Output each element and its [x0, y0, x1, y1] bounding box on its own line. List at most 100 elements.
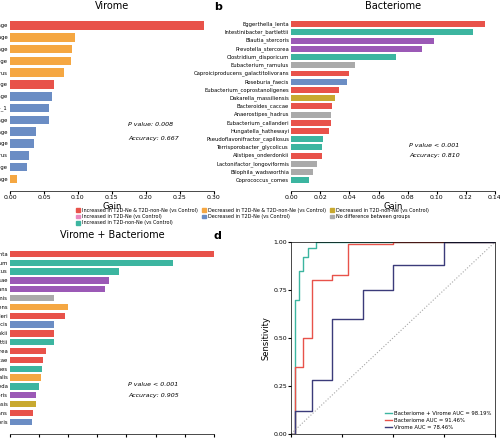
Bar: [291, 120, 331, 126]
Virome AUC = 78.46%: [390, 287, 396, 293]
Bar: [10, 374, 40, 381]
Bacteriome AUC = 91.46%: [308, 278, 314, 283]
Bar: [10, 339, 54, 346]
Virome AUC = 78.46%: [292, 408, 298, 413]
Bacteriome AUC = 91.46%: [346, 272, 352, 277]
Legend: Bacteriome + Virome AUC = 98.19%, Bacteriome AUC = 91.46%, Virome AUC = 78.46%: Bacteriome + Virome AUC = 98.19%, Bacter…: [384, 410, 492, 431]
Bar: [10, 92, 52, 101]
Bar: [10, 80, 54, 89]
Virome AUC = 78.46%: [390, 262, 396, 268]
Virome AUC = 78.46%: [360, 316, 366, 321]
Bar: [291, 71, 350, 77]
Bar: [10, 139, 34, 148]
Bar: [291, 177, 308, 183]
Line: Bacteriome AUC = 91.46%: Bacteriome AUC = 91.46%: [291, 242, 495, 434]
Bar: [10, 348, 46, 354]
Bar: [291, 62, 356, 68]
Line: Virome AUC = 78.46%: Virome AUC = 78.46%: [291, 242, 495, 434]
Bar: [291, 169, 313, 175]
Bar: [10, 251, 221, 257]
Virome AUC = 78.46%: [329, 378, 335, 383]
Line: Bacteriome + Virome AUC = 98.19%: Bacteriome + Virome AUC = 98.19%: [291, 242, 495, 434]
X-axis label: Gain: Gain: [102, 202, 122, 211]
Virome AUC = 78.46%: [441, 262, 447, 268]
Title: Virome + Bacteriome: Virome + Bacteriome: [60, 230, 164, 240]
Bar: [10, 410, 34, 416]
Virome AUC = 78.46%: [329, 316, 335, 321]
Bacteriome + Virome AUC = 98.19%: [312, 240, 318, 245]
Text: d: d: [214, 230, 222, 240]
Bar: [291, 21, 485, 27]
Virome AUC = 78.46%: [308, 408, 314, 413]
Bar: [291, 54, 396, 60]
Text: Accuracy: 0.810: Accuracy: 0.810: [410, 153, 460, 158]
Bacteriome + Virome AUC = 98.19%: [300, 255, 306, 260]
Bar: [291, 29, 473, 35]
Bar: [10, 286, 104, 293]
Bacteriome AUC = 91.46%: [346, 241, 352, 247]
Virome AUC = 78.46%: [360, 287, 366, 293]
Bacteriome + Virome AUC = 98.19%: [300, 268, 306, 273]
Bar: [10, 45, 72, 53]
Bar: [10, 401, 36, 407]
Bacteriome AUC = 91.46%: [292, 431, 298, 436]
Bar: [291, 95, 335, 101]
Text: Accuracy: 0.905: Accuracy: 0.905: [128, 392, 179, 398]
Bacteriome + Virome AUC = 98.19%: [296, 297, 302, 302]
Bar: [291, 87, 340, 93]
Bacteriome + Virome AUC = 98.19%: [325, 240, 331, 245]
Text: P value < 0.001: P value < 0.001: [410, 143, 460, 148]
Bacteriome + Virome AUC = 98.19%: [492, 240, 498, 245]
Bar: [10, 392, 36, 399]
Bar: [291, 145, 322, 150]
Bacteriome AUC = 91.46%: [410, 240, 416, 245]
Bar: [291, 161, 318, 167]
Text: Accuracy: 0.667: Accuracy: 0.667: [128, 136, 179, 141]
Bar: [10, 383, 39, 389]
Bacteriome AUC = 91.46%: [292, 364, 298, 369]
Bacteriome AUC = 91.46%: [390, 240, 396, 245]
Bacteriome + Virome AUC = 98.19%: [304, 245, 310, 251]
Bar: [10, 175, 17, 183]
Bar: [10, 313, 66, 319]
Bacteriome AUC = 91.46%: [410, 240, 416, 245]
Bacteriome AUC = 91.46%: [308, 335, 314, 340]
Bacteriome AUC = 91.46%: [492, 240, 498, 245]
Bar: [10, 57, 71, 65]
Bar: [10, 366, 42, 372]
Virome AUC = 78.46%: [288, 431, 294, 436]
Bar: [10, 260, 173, 266]
Bar: [10, 68, 64, 77]
Virome AUC = 78.46%: [441, 240, 447, 245]
Text: b: b: [214, 3, 222, 12]
Bar: [10, 268, 119, 275]
Bar: [10, 277, 109, 284]
Bacteriome + Virome AUC = 98.19%: [390, 240, 396, 245]
Bar: [291, 153, 322, 159]
Bar: [10, 104, 50, 113]
Bacteriome + Virome AUC = 98.19%: [312, 245, 318, 251]
Virome AUC = 78.46%: [492, 240, 498, 245]
Bar: [10, 151, 29, 159]
Bar: [291, 38, 434, 44]
Bacteriome + Virome AUC = 98.19%: [304, 255, 310, 260]
Bacteriome + Virome AUC = 98.19%: [325, 240, 331, 245]
Bar: [10, 321, 54, 328]
Bacteriome + Virome AUC = 98.19%: [292, 431, 298, 436]
Bar: [10, 116, 50, 124]
Bar: [10, 304, 68, 310]
Bar: [291, 112, 331, 117]
Y-axis label: Sensitivity: Sensitivity: [262, 316, 270, 360]
Bar: [291, 136, 323, 142]
Bar: [10, 419, 32, 425]
Bacteriome + Virome AUC = 98.19%: [288, 431, 294, 436]
Bar: [291, 128, 329, 134]
Title: Bacteriome: Bacteriome: [365, 1, 421, 11]
Bar: [291, 46, 422, 52]
Bacteriome AUC = 91.46%: [329, 272, 335, 277]
Virome AUC = 78.46%: [308, 378, 314, 383]
Text: P value < 0.001: P value < 0.001: [128, 382, 178, 387]
Bar: [10, 163, 27, 171]
Bar: [10, 295, 54, 301]
Bar: [10, 330, 54, 337]
